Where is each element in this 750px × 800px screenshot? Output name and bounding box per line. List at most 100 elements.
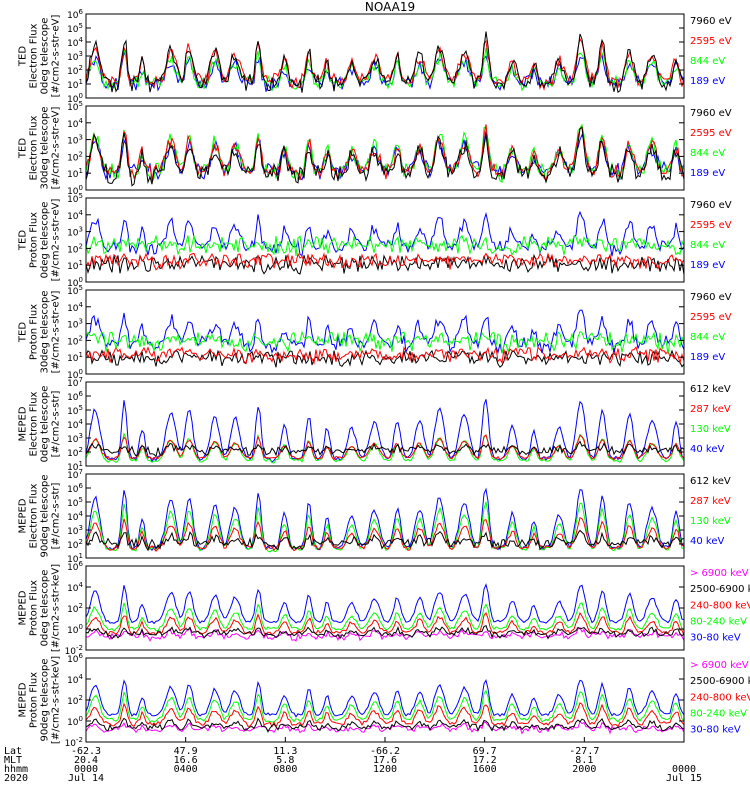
legend-entry: 40 keV <box>690 536 724 547</box>
legend-entry: 2595 eV <box>690 128 732 139</box>
series-line-7960-ev <box>86 31 684 93</box>
y-tick-label: 103 <box>67 134 83 147</box>
y-tick-label: 105 <box>67 192 83 205</box>
legend-entry: 2500-6900 keV <box>690 676 750 687</box>
chart-title: NOAA19 <box>365 0 415 14</box>
y-axis-label-line: TED <box>18 138 29 159</box>
series-line-844-ev <box>86 330 684 354</box>
footer-hhmm-tick: 2000 <box>572 764 596 775</box>
y-tick-label: 101 <box>67 259 83 272</box>
series-line-40-kev <box>86 399 684 463</box>
legend-entry: 240-800 keV <box>690 600 750 611</box>
y-tick-label: 104 <box>67 301 83 314</box>
panel-7: 10-2 100 102 104 106 MEPEDProton Flux0deg tel… <box>18 560 750 657</box>
panel-2: 100 101 102 103 104 105 TEDElectron Flux30deg … <box>18 100 732 197</box>
footer-mlt-tick: 17.6 <box>373 755 397 766</box>
series-line-6900-kev <box>86 626 684 642</box>
series-line-612-kev <box>86 440 684 458</box>
legend-entry: 2595 eV <box>690 36 732 47</box>
series-line-612-kev <box>86 529 684 552</box>
footer-date-tick: Jul 14 <box>68 773 104 784</box>
series-line-80-240-kev <box>86 602 684 632</box>
y-tick-label: 101 <box>67 78 83 91</box>
y-axis-label-line: Proton Flux <box>29 212 40 268</box>
footer-hhmm-tick: 0000 <box>672 764 696 775</box>
series-line-2595-ev <box>86 345 684 365</box>
y-axis-label-line: Proton Flux <box>29 580 40 636</box>
y-axis-label: MEPEDProton Flux0deg telescope[#/cm2-s-s… <box>18 564 62 652</box>
y-axis-label-line: Electron Flux <box>29 483 40 548</box>
y-tick-label: 106 <box>67 482 83 495</box>
series-line-2500-6900-kev <box>86 625 684 640</box>
panel-frame <box>85 13 685 99</box>
y-tick-label: 107 <box>67 376 83 389</box>
footer-lat-tick: -66.2 <box>370 746 400 757</box>
y-tick-label: 102 <box>67 446 83 459</box>
footer-hhmm-tick: 1200 <box>373 764 397 775</box>
y-axis-label-line: TED <box>18 230 29 251</box>
y-axis-label: MEPEDProton Flux90deg telescope[#/cm2-s-… <box>18 656 62 744</box>
legend-entry: 612 keV <box>690 476 731 487</box>
footer-lat-tick: -27.7 <box>569 746 599 757</box>
footer-row-label: MLT <box>4 755 22 766</box>
footer-lat-tick: 47.9 <box>174 746 198 757</box>
legend-entry: 189 eV <box>690 168 725 179</box>
y-tick-label: 104 <box>67 117 83 130</box>
y-axis-label-line: Proton Flux <box>29 672 40 728</box>
y-tick-label: 106 <box>67 560 83 573</box>
y-tick-label: 102 <box>67 602 83 615</box>
legend-entry: 844 eV <box>690 332 725 343</box>
y-axis-label-line: Electron Flux <box>29 115 40 180</box>
legend-entry: 844 eV <box>690 148 725 159</box>
y-axis-label-line: [#/cm2-s-str-keV] <box>51 564 62 652</box>
legend-entry: 2595 eV <box>690 220 732 231</box>
y-tick-label: 103 <box>67 524 83 537</box>
y-axis-label: MEPEDElectron Flux0deg telescope[#/cm2-s… <box>18 386 62 463</box>
y-tick-label: 100 <box>67 623 83 636</box>
y-axis-label-line: [#/cm2-s-str-keV] <box>51 656 62 744</box>
legend-entry: 844 eV <box>690 56 725 67</box>
y-tick-label: 100 <box>67 715 83 728</box>
y-axis-label-line: MEPED <box>18 590 29 625</box>
series-line-240-800-kev <box>86 702 684 728</box>
y-axis-label-line: [#/cm2-s-str-eV] <box>51 15 62 98</box>
legend-entry: 30-80 keV <box>690 633 741 644</box>
footer-mlt-tick: 5.8 <box>276 755 294 766</box>
footer-date-tick: Jul 15 <box>666 773 702 784</box>
y-tick-label: 103 <box>67 432 83 445</box>
y-axis-label-line: 90deg telescope <box>40 474 51 557</box>
y-axis-label-line: TED <box>18 46 29 67</box>
y-tick-label: 100 <box>67 368 83 381</box>
y-tick-label: 106 <box>67 652 83 665</box>
series-line-80-240-kev <box>86 689 684 723</box>
legend-entry: 189 eV <box>690 76 725 87</box>
y-axis-label-line: MEPED <box>18 682 29 717</box>
panel-3: 100 101 102 103 104 105 TEDProton Flux0deg tel… <box>18 192 732 289</box>
y-axis-label-line: [#/cm2-s-str] <box>51 390 62 457</box>
y-tick-label: 104 <box>67 36 83 49</box>
y-tick-label: 104 <box>67 209 83 222</box>
legend-entry: 7960 eV <box>690 200 732 211</box>
y-axis-label-line: [#/cm2-s-str-eV] <box>51 291 62 374</box>
y-tick-label: 105 <box>67 404 83 417</box>
y-axis-label-line: 30deg telescope <box>40 106 51 189</box>
series-line-844-ev <box>86 234 684 257</box>
y-axis-label: TEDElectron Flux0deg telescope[#/cm2-s-s… <box>18 15 62 98</box>
y-axis-label-line: 0deg telescope <box>40 18 51 95</box>
legend-entry: 2500-6900 keV <box>690 584 750 595</box>
footer-lat-tick: 69.7 <box>473 746 497 757</box>
series-line-189-ev <box>86 210 684 257</box>
panel-frame <box>85 565 685 651</box>
y-axis-label-line: TED <box>18 322 29 343</box>
footer-lat-tick: -62.3 <box>71 746 101 757</box>
series-line-2500-6900-kev <box>86 717 684 733</box>
y-axis-label: TEDElectron Flux30deg telescope[#/cm2-s-… <box>18 106 62 189</box>
footer-mlt-tick: 16.6 <box>174 755 198 766</box>
legend-entry: 189 eV <box>690 352 725 363</box>
y-tick-label: 104 <box>67 418 83 431</box>
y-axis-label-line: [#/cm2-s-str-eV] <box>51 107 62 190</box>
y-tick-label: 102 <box>67 694 83 707</box>
